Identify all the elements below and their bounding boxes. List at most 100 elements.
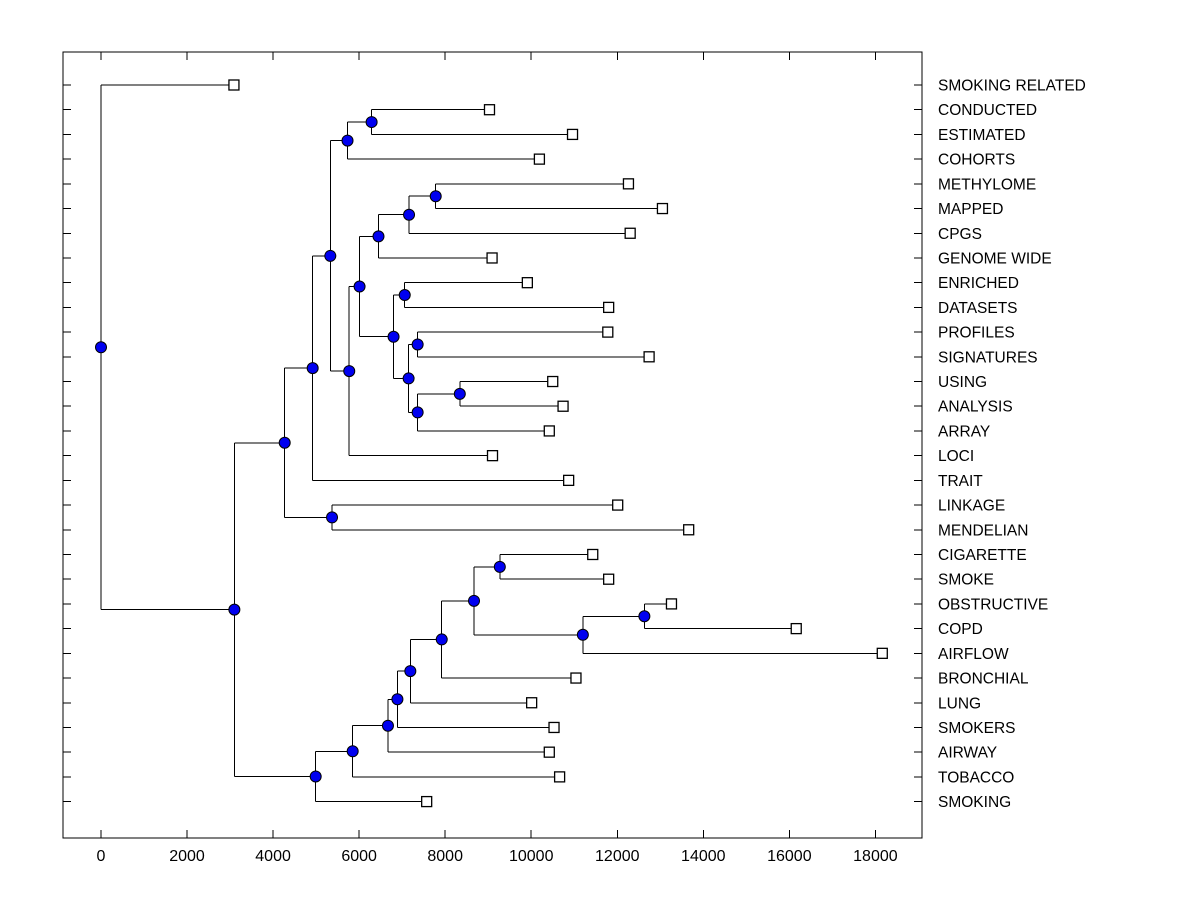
leaf-label-cpgs: CPGS: [938, 226, 982, 243]
leaf-marker-enriched: [521, 277, 534, 289]
leaf-label-methylome: METHYLOME: [938, 176, 1036, 193]
leaf-marker-array: [543, 425, 555, 437]
leaf-label-signatures: SIGNATURES: [938, 349, 1038, 366]
x-tick-label-12000: 12000: [595, 848, 640, 865]
x-tick-label-16000: 16000: [767, 848, 812, 865]
x-tick-label-14000: 14000: [681, 848, 726, 865]
branch-node-marker-R: [402, 372, 415, 385]
leaf-label-conducted: CONDUCTED: [938, 102, 1037, 119]
leaf-label-lung: LUNG: [938, 695, 981, 712]
leaf-label-copd: COPD: [938, 621, 983, 638]
branch-node-marker-N2: [341, 134, 354, 147]
leaf-marker-smoking-related: [228, 79, 240, 91]
branch-node-marker-K: [228, 603, 241, 616]
leaf-marker-trait: [563, 474, 575, 487]
leaf-label-obstructive: OBSTRUCTIVE: [938, 596, 1048, 613]
branch-node-marker-root: [95, 341, 107, 354]
branch-node-marker-M1: [429, 190, 442, 203]
branch-node-marker-A: [324, 249, 337, 262]
leaf-marker-cigarette: [587, 548, 599, 561]
leaf-label-loci: LOCI: [938, 448, 974, 465]
branch-node-marker-B: [353, 280, 366, 293]
leaf-label-datasets: DATASETS: [938, 300, 1018, 317]
x-tick-label-8000: 8000: [427, 848, 463, 865]
leaf-marker-conducted: [483, 104, 496, 116]
leaf-marker-datasets: [603, 301, 615, 314]
leaf-label-enriched: ENRICHED: [938, 275, 1019, 292]
leaf-label-mapped: MAPPED: [938, 201, 1003, 218]
leaf-label-profiles: PROFILES: [938, 325, 1015, 342]
x-tick-label-6000: 6000: [341, 848, 377, 865]
leaf-marker-estimated: [566, 128, 579, 141]
leaf-label-genome-wide: GENOME WIDE: [938, 250, 1052, 267]
branch-node-marker-b8: [381, 719, 394, 732]
x-tick-label-4000: 4000: [255, 848, 291, 865]
leaf-label-cigarette: CIGARETTE: [938, 547, 1027, 564]
leaf-marker-smoking: [421, 795, 433, 808]
x-tick-label-18000: 18000: [853, 848, 898, 865]
x-tick-label-10000: 10000: [509, 848, 554, 865]
leaf-marker-smokers: [548, 721, 560, 734]
leaf-marker-bronchial: [570, 672, 582, 684]
branch-node-marker-b1: [493, 560, 506, 573]
leaf-marker-signatures: [643, 351, 655, 363]
x-tick-label-2000: 2000: [169, 848, 205, 865]
branch-node-marker-S: [453, 387, 466, 400]
branch-node-marker-b10: [309, 770, 322, 783]
leaf-marker-linkage: [612, 499, 624, 511]
branch-node-marker-P2: [411, 338, 424, 351]
leaf-label-analysis: ANALYSIS: [938, 399, 1013, 416]
leaf-label-airway: AIRWAY: [938, 745, 997, 762]
branch-node-marker-G: [306, 362, 319, 375]
leaf-label-bronchial: BRONCHIAL: [938, 671, 1029, 688]
leaf-marker-lung: [526, 697, 538, 709]
axes-box: [62, 51, 923, 839]
leaf-marker-loci: [486, 449, 499, 462]
branch-node-marker-b6: [404, 665, 417, 678]
branch-node-marker-b3: [576, 628, 589, 641]
leaf-marker-obstructive: [665, 598, 678, 610]
branch-node-marker-LM: [326, 511, 339, 524]
leaf-label-tobacco: TOBACCO: [938, 769, 1014, 786]
leaf-label-smoking-related: SMOKING RELATED: [938, 78, 1086, 95]
leaf-label-mendelian: MENDELIAN: [938, 522, 1028, 539]
leaf-marker-cpgs: [624, 227, 636, 239]
leaf-marker-methylome: [622, 178, 635, 190]
leaf-marker-airway: [543, 746, 555, 758]
branch-node-marker-b4: [638, 610, 651, 623]
leaf-label-smoking: SMOKING: [938, 794, 1011, 811]
branch-node-marker-C: [372, 230, 385, 243]
leaf-label-smoke: SMOKE: [938, 572, 994, 589]
leaf-marker-airflow: [876, 647, 888, 659]
branch-node-marker-b5: [435, 633, 448, 646]
leaf-marker-cohorts: [533, 153, 546, 165]
leaf-marker-tobacco: [553, 771, 566, 783]
leaf-marker-mendelian: [683, 524, 695, 536]
branch-node-marker-b9: [346, 745, 359, 758]
leaf-label-using: USING: [938, 374, 987, 391]
leaf-label-estimated: ESTIMATED: [938, 127, 1026, 144]
leaf-label-smokers: SMOKERS: [938, 720, 1016, 737]
leaf-marker-using: [547, 375, 559, 388]
branch-node-marker-P1: [387, 330, 400, 343]
branch-node-marker-H: [278, 436, 291, 449]
leaf-marker-smoke: [603, 573, 615, 585]
leaf-marker-genome-wide: [486, 252, 498, 264]
leaf-label-trait: TRAIT: [938, 473, 983, 490]
x-tick-label-0: 0: [97, 848, 106, 865]
leaf-marker-copd: [790, 622, 802, 635]
branch-node-marker-T: [411, 406, 424, 419]
branch-node-marker-N1: [365, 116, 378, 129]
branch-node-marker-M2: [403, 208, 416, 221]
branch-node-marker-Q: [343, 365, 356, 378]
branch-node-marker-b2: [468, 594, 481, 607]
leaf-label-airflow: AIRFLOW: [938, 646, 1009, 663]
leaf-marker-analysis: [557, 400, 569, 412]
leaf-marker-profiles: [602, 326, 614, 338]
leaf-label-array: ARRAY: [938, 423, 990, 440]
leaf-marker-mapped: [656, 202, 669, 215]
branch-node-marker-b7: [391, 693, 404, 706]
branch-node-marker-D: [398, 289, 411, 302]
